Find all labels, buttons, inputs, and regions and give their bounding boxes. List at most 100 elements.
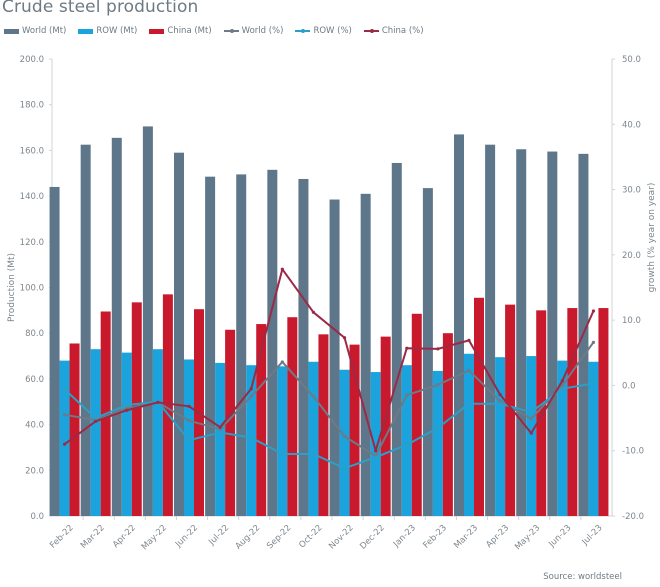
line-point [436,426,440,430]
bar-china-mt [131,302,142,516]
x-tick-label: Oct-22 [297,523,324,550]
bar-china-mt [318,334,329,516]
bar-china-mt [442,333,453,516]
line-point [342,434,347,438]
x-tick-label: May-23 [513,523,542,552]
bar-world-mt [547,151,558,517]
bar-world-mt [267,169,278,516]
line-point [311,452,316,456]
bar-world-mt [298,178,309,516]
line-point [498,392,502,397]
y-tick-label: 140.0 [20,192,44,202]
bar-world-mt [329,199,340,516]
bar-row-mt [588,361,599,516]
bar-world-mt [174,152,184,516]
line-point [560,379,564,383]
bar-china-mt [536,310,547,516]
y-tick-label: 160.0 [20,146,44,156]
line-point [249,394,253,399]
bar-row-mt [495,357,506,516]
line-point [467,402,471,406]
line-point [62,413,67,417]
bar-world-mt [485,144,496,516]
line-point [280,360,284,364]
legend: World (Mt) ROW (Mt) China (Mt) World (%)… [4,26,424,36]
bars [49,126,609,517]
y-tick-label: 80.0 [25,329,44,339]
bar-china-mt [505,304,516,516]
bar-world-mt [454,134,464,516]
bar-world-mt [360,193,371,516]
legend-item-row-mt: ROW (Mt) [78,26,137,36]
legend-label: World (Mt) [22,26,67,36]
bar-world-mt [236,174,247,516]
chart-title: Crude steel production [2,0,199,17]
legend-item-china-mt: China (Mt) [149,26,212,36]
x-tick-label: Apr-22 [111,523,138,550]
y-tick-label: 200.0 [20,55,44,65]
y2-tick-label: 20.0 [622,251,641,261]
x-tick-label: Sep-22 [265,523,293,551]
line-point [280,267,284,271]
bar-world-mt [142,126,153,516]
x-tick-label: Mar-22 [79,523,107,551]
x-tick-label: Mar-23 [452,523,480,551]
legend-swatch [363,28,379,33]
x-tick-label: Aug-22 [234,523,263,552]
line-point [374,455,378,459]
bar-row-mt [90,349,101,516]
x-tick-label: Nov-22 [327,523,355,551]
legend-item-world-pct: World (%) [223,26,283,36]
legend-label: China (%) [381,26,424,36]
y-tick-label: 20.0 [25,466,44,476]
line-point [218,425,222,429]
line-point [62,442,67,446]
bar-china-mt [256,324,267,516]
y-tick-label: 60.0 [25,375,44,385]
line-point [342,466,347,470]
line-point [187,438,191,442]
bar-world-mt [391,162,402,516]
line-point [529,431,533,435]
x-tick-label: Feb-22 [48,523,76,551]
y2-axis-title: growth (% year on year) [647,183,657,293]
line-point [467,338,471,342]
line-point [374,449,378,453]
bar-row-mt [152,349,163,516]
source-note: Source: worldsteel [543,572,622,582]
bar-china-mt [349,344,360,516]
line-point [405,393,409,397]
bar-world-mt [49,186,60,516]
line-point [498,402,502,406]
bar-row-mt [277,366,288,516]
bar-china-mt [474,297,484,516]
line-point [249,436,253,440]
bar-row-mt [246,365,257,516]
bar-row-mt [557,360,568,516]
line-point [187,419,191,423]
bar-row-mt [215,362,226,516]
legend-swatch [295,28,311,33]
x-tick-label: Jun-23 [546,523,573,550]
line-point [560,383,564,388]
line-point [62,387,67,391]
line-point [591,309,596,313]
y2-tick-label: -10.0 [622,447,644,457]
x-tick-label: Jan-23 [391,523,418,550]
legend-label: ROW (%) [313,26,352,36]
line-point [467,368,471,373]
line-point [498,399,502,403]
bar-china-mt [69,343,80,516]
bar-row-mt [401,365,412,516]
x-tick-label: Jul-23 [580,523,605,548]
y-tick-label: 180.0 [20,101,44,111]
line-point [218,430,222,435]
line-point [94,416,98,420]
y-tick-label: 40.0 [25,421,44,431]
bar-china-mt [162,294,173,516]
line-point [125,408,129,412]
bar-world-mt [111,137,122,516]
y-tick-label: 120.0 [20,238,44,248]
line-point [94,419,98,423]
line-point [311,394,316,399]
